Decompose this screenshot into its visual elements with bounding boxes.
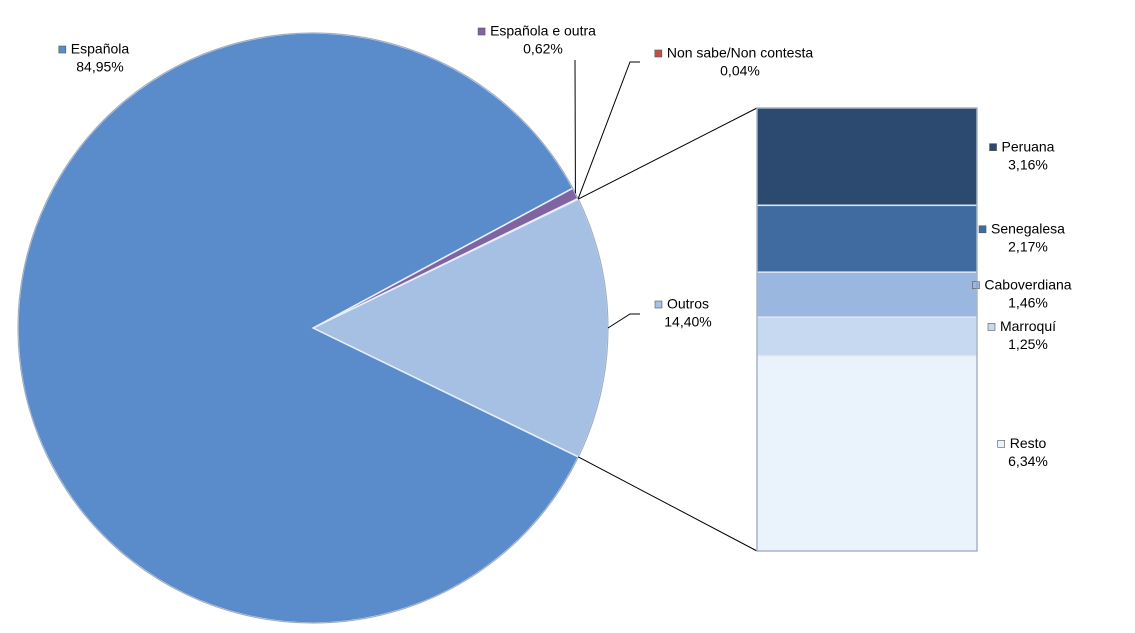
legend-swatch	[58, 45, 67, 54]
legend-swatch	[989, 143, 997, 151]
legend-swatch	[978, 225, 987, 234]
legend-swatch	[997, 440, 1006, 448]
value-label: 1,25%	[1008, 336, 1048, 352]
value-label: 0,62%	[523, 41, 563, 57]
legend-label: Caboverdiana	[984, 276, 1071, 292]
legend-swatch	[654, 49, 663, 58]
legend-label: Española	[71, 41, 130, 57]
legend-label: Española e outra	[490, 23, 596, 39]
legend-label: Non sabe/Non contesta	[667, 45, 814, 61]
bar-segment	[756, 204, 978, 273]
legend-swatch	[987, 323, 996, 331]
value-label: 2,17%	[1008, 238, 1048, 254]
value-label: 84,95%	[76, 59, 123, 75]
legend-label: Outros	[667, 296, 709, 312]
legend-swatch	[972, 281, 980, 289]
legend-label: Senegalesa	[991, 220, 1065, 236]
connector-line	[578, 456, 758, 552]
value-label: 0,04%	[720, 63, 760, 79]
legend-swatch	[477, 27, 486, 36]
legend-swatch	[654, 300, 663, 309]
bar-segment	[756, 107, 978, 207]
legend-label: Resto	[1010, 435, 1047, 451]
bar-segment	[756, 271, 978, 318]
value-label: 1,46%	[1008, 294, 1048, 310]
bar-segment	[756, 316, 978, 357]
leader-line	[607, 313, 640, 329]
value-label: 14,40%	[664, 314, 711, 330]
bar-segment	[756, 354, 978, 552]
value-label: 3,16%	[1008, 156, 1048, 172]
legend-label: Peruana	[1002, 138, 1055, 154]
value-label: 6,34%	[1008, 453, 1048, 469]
leader-line	[577, 61, 640, 199]
connector-line	[578, 107, 758, 200]
legend-label: Marroquí	[1000, 318, 1056, 334]
bar-outline	[756, 107, 978, 552]
